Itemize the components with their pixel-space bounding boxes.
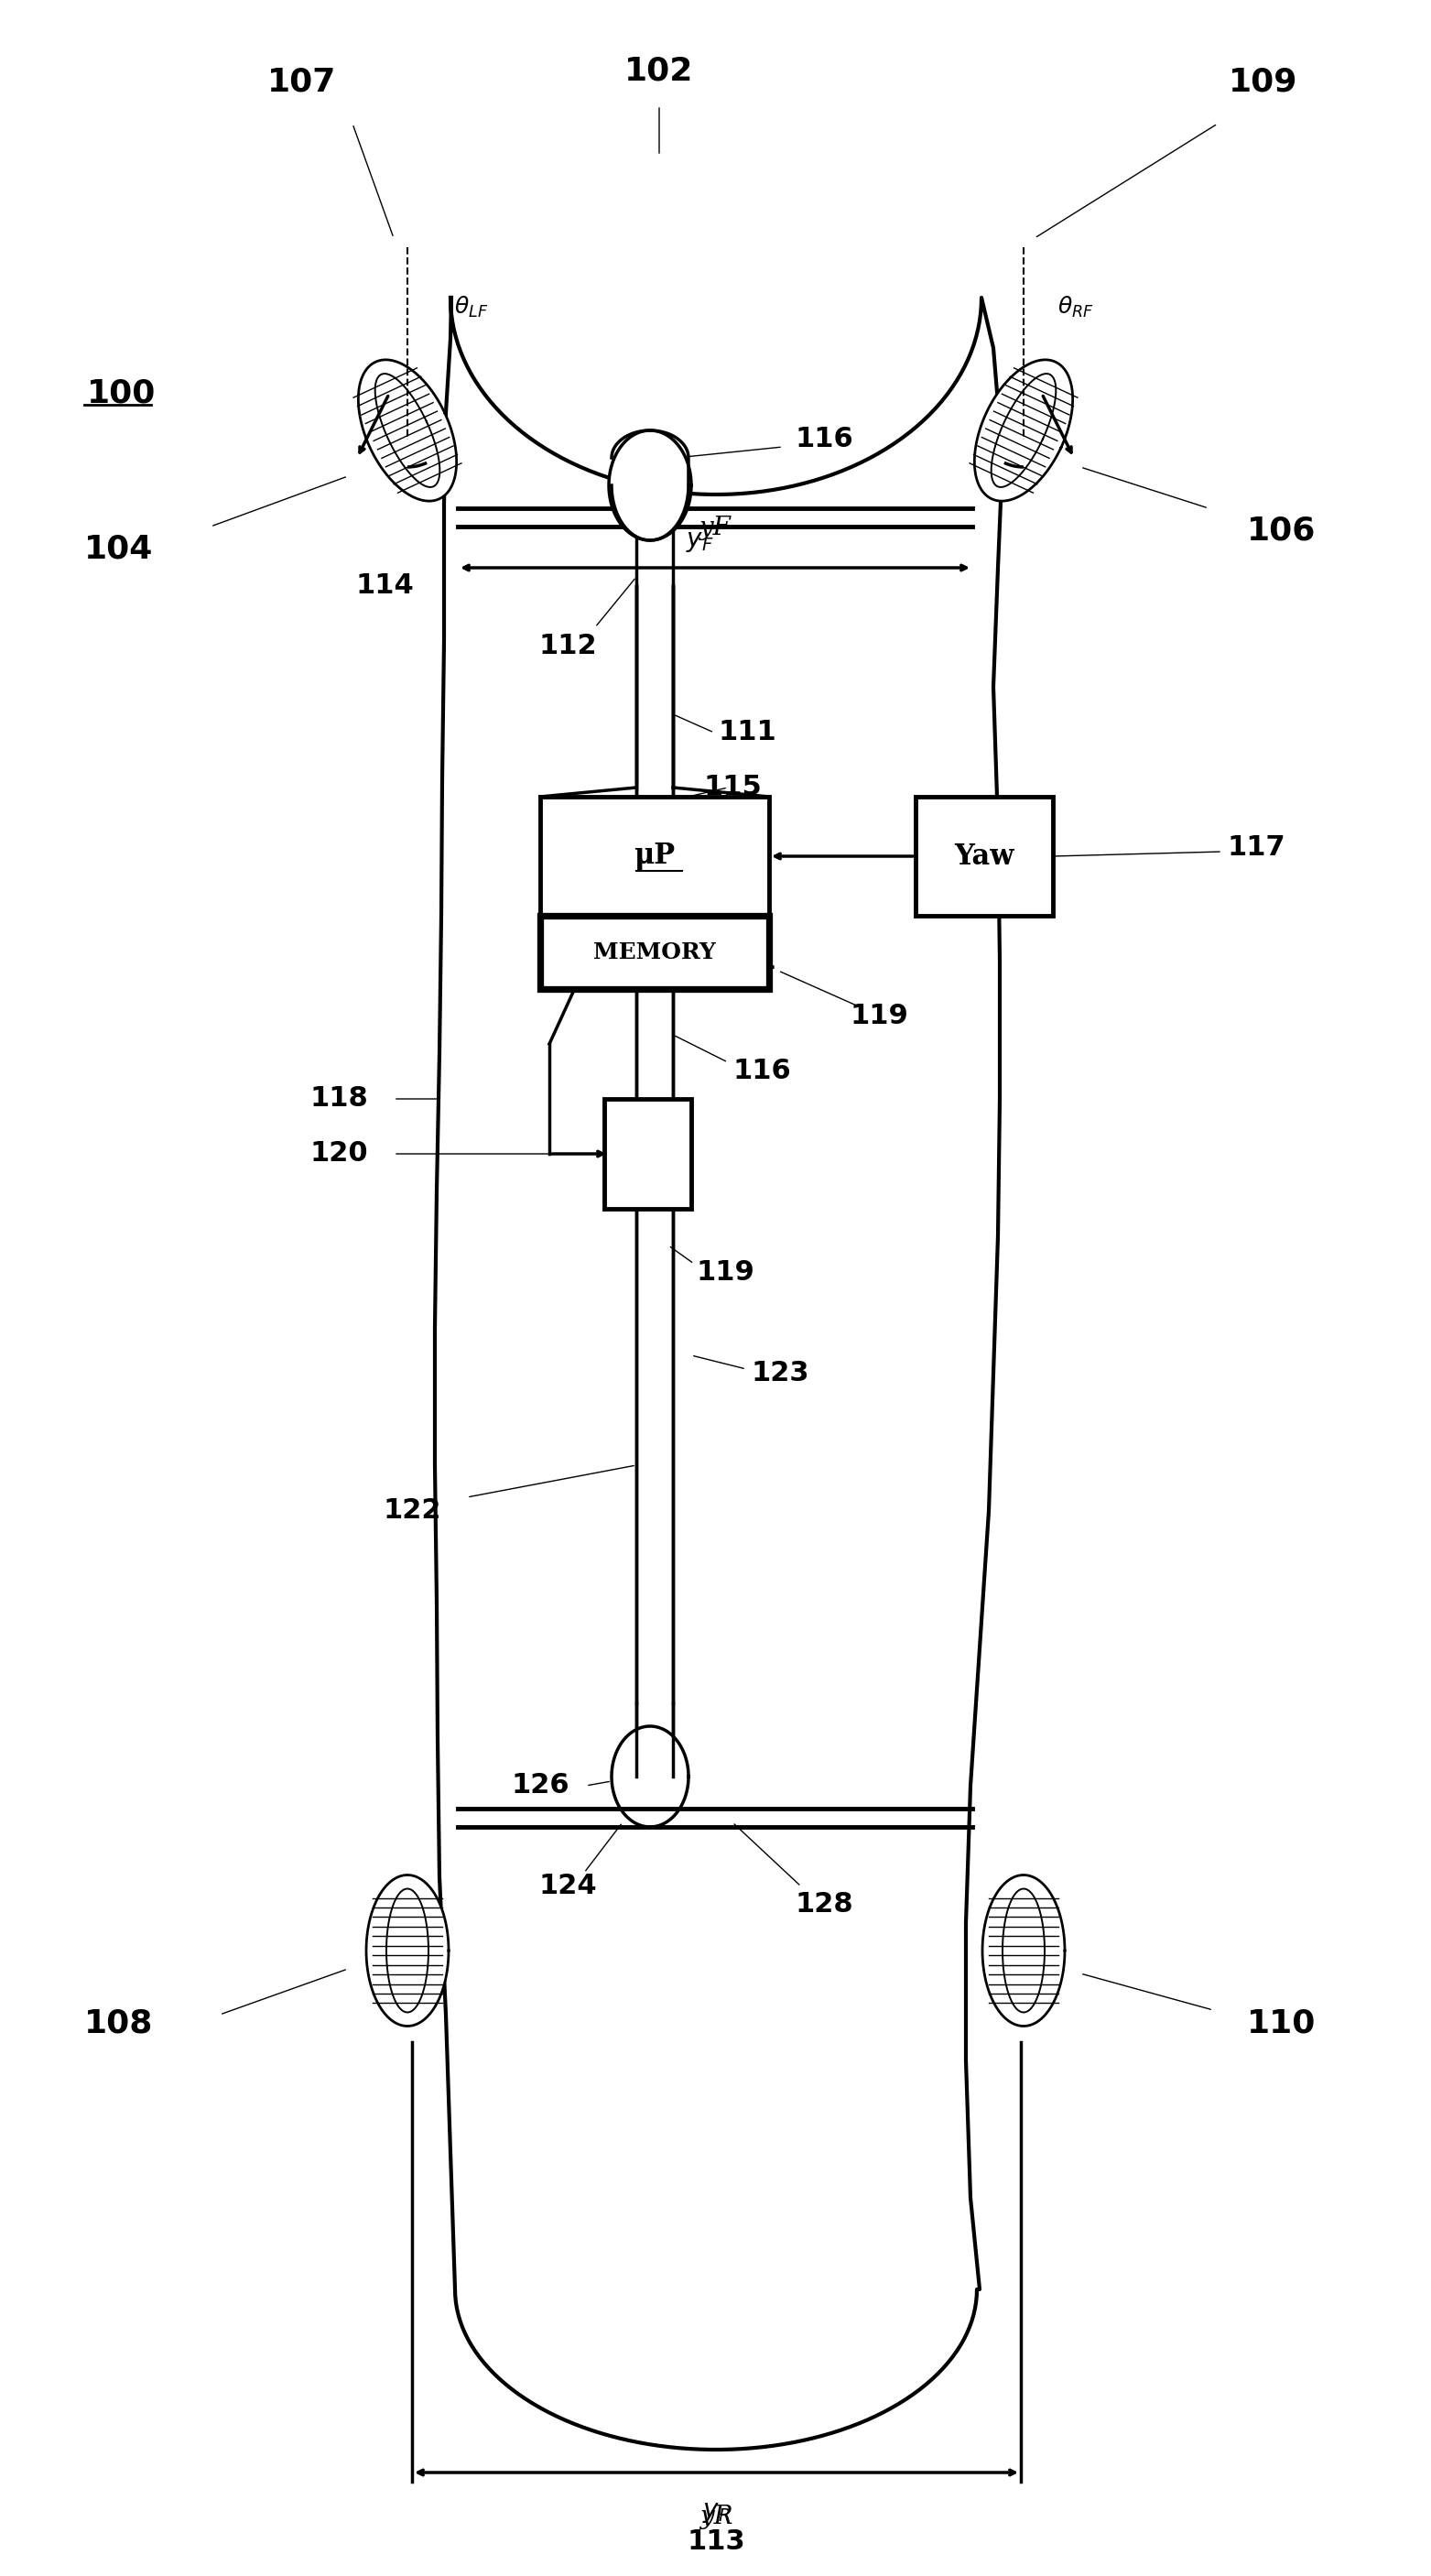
Text: 112: 112: [538, 631, 597, 659]
Bar: [539, 914, 768, 989]
Text: 110: 110: [1248, 2009, 1317, 2040]
Text: 122: 122: [384, 1497, 441, 1525]
Polygon shape: [975, 361, 1073, 502]
Text: 119: 119: [850, 1002, 909, 1030]
Text: $y_R$: $y_R$: [701, 2499, 730, 2524]
Polygon shape: [366, 1875, 448, 2027]
Text: μP: μP: [634, 842, 675, 871]
Text: $\theta_{LF}$: $\theta_{LF}$: [455, 294, 488, 319]
Text: 119: 119: [695, 1260, 754, 1285]
Text: 111: 111: [718, 719, 777, 747]
Text: 128: 128: [794, 1891, 853, 1919]
Text: Yaw: Yaw: [954, 842, 1015, 871]
Bar: [916, 796, 1053, 914]
Bar: [604, 1100, 691, 1208]
Text: 115: 115: [703, 775, 761, 801]
Polygon shape: [611, 430, 688, 541]
Text: yR: yR: [700, 2504, 733, 2530]
Text: 111: 111: [718, 948, 777, 974]
Polygon shape: [608, 430, 691, 541]
Polygon shape: [983, 1875, 1065, 2027]
Text: 117: 117: [1226, 835, 1285, 860]
Text: 120: 120: [309, 1141, 368, 1167]
Text: 124: 124: [538, 1873, 597, 1899]
Text: 123: 123: [751, 1360, 809, 1386]
Text: 106: 106: [1248, 515, 1317, 546]
Text: 109: 109: [1229, 67, 1298, 98]
Polygon shape: [358, 361, 456, 502]
Text: 102: 102: [625, 57, 694, 88]
Text: 116: 116: [794, 425, 853, 453]
Text: $y_F$: $y_F$: [685, 528, 714, 554]
Text: yF: yF: [698, 515, 730, 541]
Text: 100: 100: [87, 379, 156, 410]
Text: 107: 107: [268, 67, 336, 98]
Bar: [539, 796, 768, 989]
Text: 116: 116: [733, 1059, 791, 1084]
Text: 104: 104: [84, 533, 153, 564]
Polygon shape: [611, 1726, 688, 1826]
Text: 108: 108: [84, 2009, 153, 2040]
Text: 126: 126: [511, 1772, 570, 1798]
Polygon shape: [435, 299, 1003, 2450]
Text: 113: 113: [687, 2530, 746, 2555]
Text: 114: 114: [355, 572, 414, 600]
Text: $\theta_{RF}$: $\theta_{RF}$: [1058, 294, 1093, 319]
Text: MEMORY: MEMORY: [594, 940, 716, 963]
Text: 118: 118: [309, 1084, 368, 1113]
